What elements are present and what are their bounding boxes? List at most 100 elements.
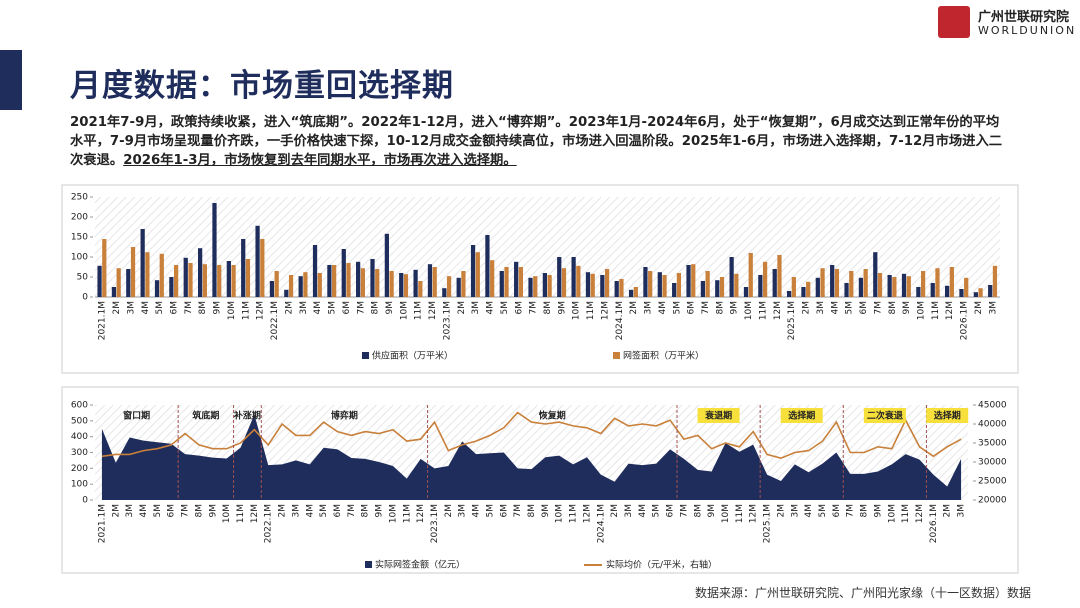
phase-label: 窗口期 <box>123 410 150 422</box>
legend-swatch <box>613 352 620 359</box>
bar <box>791 277 796 297</box>
x-tick-label: 12M <box>600 301 610 320</box>
phase-label: 筑底期 <box>192 410 219 422</box>
x-tick-label: 6M <box>170 301 180 315</box>
bar <box>944 285 950 297</box>
bar <box>973 292 978 297</box>
bar <box>327 265 332 297</box>
bar <box>212 203 217 297</box>
bar <box>844 283 849 297</box>
x-tick-label: 2025.1M <box>763 504 773 543</box>
bar <box>288 275 294 297</box>
bar <box>786 291 792 297</box>
x-tick-label: 2026.1M <box>929 504 939 543</box>
title: 月度数据：市场重回选择期 <box>70 68 454 104</box>
x-tick-label: 2M <box>802 301 812 315</box>
bar <box>834 269 840 297</box>
bar <box>542 273 547 297</box>
x-tick-label: 4M <box>472 504 482 518</box>
x-tick-label: 9M <box>730 301 740 315</box>
x-tick-label: 7M <box>181 504 191 518</box>
bar <box>116 268 121 297</box>
x-tick-label: 2M <box>629 301 639 315</box>
bar <box>341 249 346 297</box>
bar <box>686 265 691 297</box>
x-tick-label: 9M <box>902 301 912 315</box>
x-tick-label: 11M <box>569 504 579 523</box>
bar <box>514 261 519 297</box>
bar <box>269 281 275 297</box>
x-tick-label: 2M <box>111 504 121 518</box>
bar <box>126 269 131 297</box>
y-tick-label: 50 <box>77 273 89 283</box>
bar <box>801 287 806 297</box>
bar <box>245 259 251 297</box>
bar <box>298 276 303 297</box>
x-tick-label: 5M <box>652 504 662 518</box>
bar <box>231 265 236 297</box>
legend-swatch <box>365 561 372 568</box>
x-tick-label: 2M <box>284 301 294 315</box>
phase-label: 衰退期 <box>704 410 732 422</box>
bar <box>964 277 969 297</box>
x-tick-label: 4M <box>638 504 648 518</box>
bar <box>715 280 720 297</box>
bar <box>662 275 667 297</box>
x-tick-label: 5M <box>153 504 163 518</box>
x-tick-label: 9M <box>213 301 223 315</box>
x-tick-label: 4M <box>830 301 840 315</box>
x-tick-label: 3M <box>957 504 967 518</box>
x-tick-label: 6M <box>666 504 676 518</box>
bar <box>992 265 998 297</box>
x-tick-label: 10M <box>721 504 731 523</box>
bar <box>446 276 452 297</box>
x-tick-label: 9M <box>873 504 883 518</box>
x-tick-label: 2021.1M <box>98 301 108 340</box>
x-tick-label: 2024.1M <box>596 504 606 543</box>
bar <box>748 253 753 297</box>
x-tick-label: 9M <box>385 301 395 315</box>
x-tick-label: 8M <box>888 301 898 315</box>
bar <box>183 257 188 297</box>
x-tick-label: 2M <box>610 504 620 518</box>
bar <box>906 276 911 297</box>
x-tick-label: 4M <box>139 504 149 518</box>
x-tick-label: 7M <box>529 301 539 315</box>
x-tick-label: 8M <box>693 504 703 518</box>
area <box>101 414 962 500</box>
x-tick-label: 3M <box>988 301 998 315</box>
text: 2021年7-9月，政策持续收紧，进入“筑底期”。2022年1-12月，进入“博… <box>70 115 1003 168</box>
bar <box>145 252 150 297</box>
bar <box>633 287 638 297</box>
x-tick-label: 6M <box>342 301 352 315</box>
x-tick-label: 4M <box>658 301 668 315</box>
x-tick-label: 12M <box>749 504 759 523</box>
phase-label: 博弈期 <box>331 410 358 422</box>
x-tick-label: 5M <box>672 301 682 315</box>
bar <box>102 239 107 297</box>
bar <box>427 264 433 297</box>
bar <box>356 261 361 297</box>
x-tick-label: 2022.1M <box>264 504 274 543</box>
bar <box>226 261 231 297</box>
x-tick-label: 12M <box>428 301 438 320</box>
x-tick-label: 6M <box>514 301 524 315</box>
bar <box>719 277 725 297</box>
x-tick-label: 2M <box>457 301 467 315</box>
x-tick-label: 11M <box>931 301 941 320</box>
y-tick-label: 200 <box>71 213 88 223</box>
legend-label: 网签面积（万平米） <box>623 350 704 362</box>
bar <box>978 288 983 297</box>
x-tick-label: 11M <box>735 504 745 523</box>
x-tick-label: 5M <box>485 504 495 518</box>
bar <box>130 247 136 297</box>
y-tick-label: 40000 <box>978 420 1007 430</box>
x-tick-label: 10M <box>916 301 926 320</box>
x-tick-label: 3M <box>816 301 826 315</box>
bar <box>533 276 538 297</box>
bar <box>202 264 207 297</box>
x-tick-label: 7M <box>846 504 856 518</box>
x-tick-label: 9M <box>375 504 385 518</box>
bar <box>901 273 907 297</box>
